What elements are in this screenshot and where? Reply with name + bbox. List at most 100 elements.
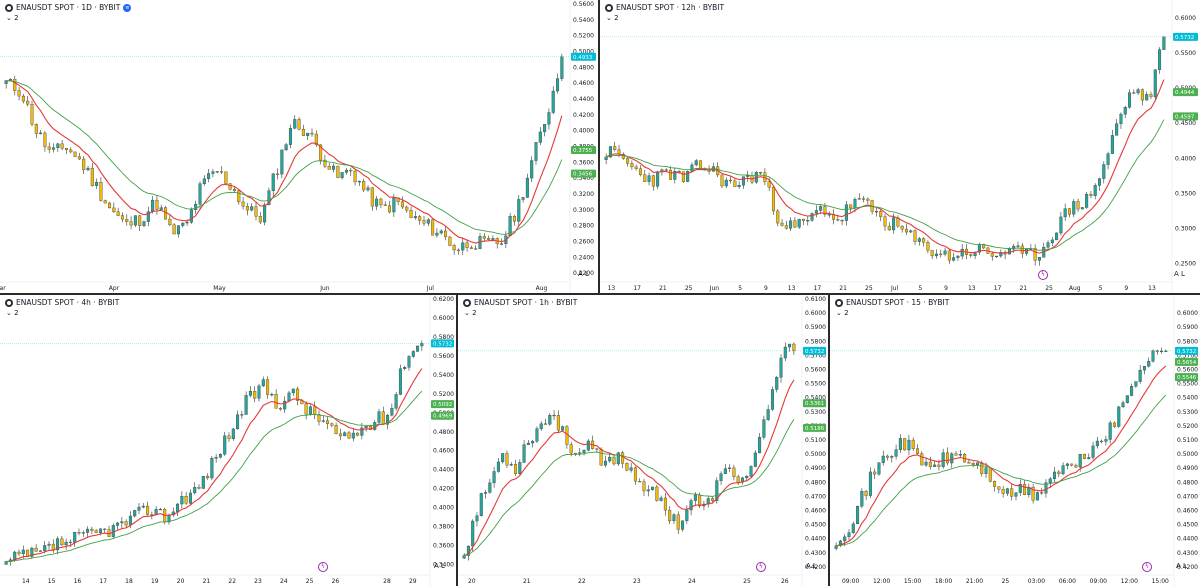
- candle-body: [237, 190, 241, 203]
- candle-body: [351, 432, 355, 439]
- candle-body: [715, 480, 719, 501]
- candle-body: [862, 198, 866, 200]
- candle-body: [638, 481, 642, 483]
- price-tick-label: 0.5200: [1177, 423, 1198, 430]
- indicator-count[interactable]: ⌄ 2: [464, 309, 477, 317]
- price-tick-label: 0.4700: [1177, 493, 1198, 500]
- candle-body: [64, 541, 68, 546]
- indicator-count[interactable]: ⌄ 2: [6, 309, 19, 317]
- candle-body: [356, 432, 360, 436]
- candle-body: [197, 486, 201, 489]
- candle-body: [103, 528, 107, 530]
- candle-body: [482, 236, 486, 239]
- auto-scale-button[interactable]: A L: [1174, 270, 1185, 278]
- price-tick-label: 0.3200: [573, 191, 594, 198]
- candlestick-chart[interactable]: 0.60000.55000.50000.45000.40000.35000.30…: [600, 0, 1200, 293]
- candle-body: [1040, 492, 1044, 494]
- candle-body: [509, 464, 513, 466]
- candle-body: [56, 143, 60, 148]
- panel-title[interactable]: ENAUSDT SPOT · 1D · BYBIT ≡: [5, 3, 132, 12]
- auto-scale-button[interactable]: A L: [806, 562, 817, 570]
- flash-icon[interactable]: ϟ: [756, 562, 766, 572]
- price-tag: [1175, 357, 1198, 366]
- candle-body: [26, 549, 30, 557]
- auto-scale-button[interactable]: A L: [434, 562, 445, 570]
- candle-body: [398, 368, 402, 395]
- candle-body: [1033, 248, 1037, 261]
- candlestick-chart[interactable]: 0.6000 0.5900 0.5800 0.5700 0.5600 0.5500 0.54…: [830, 295, 1200, 586]
- time-tick-label: Aug: [1069, 285, 1081, 292]
- symbol-logo-icon: [463, 298, 471, 307]
- candle-body: [1012, 245, 1016, 250]
- chart-panel-15m[interactable]: ENAUSDT SPOT · 15 · BYBIT ⌄ 2 0.6000 0.59…: [830, 295, 1200, 586]
- candle-body: [924, 461, 928, 466]
- candle-body: [686, 171, 690, 182]
- panel-divider-vertical-bottom-1[interactable]: [456, 295, 458, 586]
- time-tick-label: 15:00: [904, 578, 921, 585]
- candle-body: [176, 503, 180, 513]
- candle-body: [939, 253, 943, 255]
- info-badge-icon[interactable]: ≡: [123, 3, 132, 12]
- flash-icon[interactable]: ϟ: [1142, 562, 1152, 572]
- candle-body: [1136, 89, 1140, 94]
- panel-title[interactable]: ENAUSDT SPOT · 4h · BYBIT: [5, 298, 119, 307]
- candle-body: [1130, 386, 1134, 396]
- time-tick-label: 24: [280, 578, 288, 585]
- flash-icon[interactable]: ϟ: [318, 562, 328, 572]
- candle-body: [1014, 492, 1018, 497]
- candle-body: [1078, 453, 1082, 468]
- time-tick-label: 09:00: [1090, 578, 1107, 585]
- auto-scale-button[interactable]: A L: [1176, 562, 1187, 570]
- time-tick-label: 21: [659, 285, 667, 292]
- price-tick-label: 0.4600: [1177, 508, 1198, 515]
- candle-body: [664, 169, 668, 171]
- candle-body: [394, 394, 398, 409]
- indicator-count-value: 2: [614, 14, 619, 22]
- candlestick-chart[interactable]: 0.5600 0.5400 0.5200 0.5000 0.4800 0.4600 0.44…: [0, 0, 598, 293]
- candlestick-chart[interactable]: 0.6200 0.6000 0.5800 0.5600 0.5400 0.5200 0.50…: [0, 295, 456, 586]
- candle-body: [801, 218, 805, 221]
- indicator-count[interactable]: ⌄ 2: [836, 309, 849, 317]
- candle-body: [982, 244, 986, 249]
- price-axis: [1172, 0, 1200, 293]
- panel-title[interactable]: ENAUSDT SPOT · 12h · BYBIT: [605, 3, 724, 12]
- candle-body: [676, 514, 680, 530]
- candle-body: [823, 206, 827, 215]
- chart-panel-1d[interactable]: ENAUSDT SPOT · 1D · BYBIT ≡ ⌄ 2 0.5600 0.5…: [0, 0, 598, 293]
- indicator-count[interactable]: ⌄ 2: [6, 14, 19, 22]
- candle-body: [1037, 257, 1041, 261]
- candle-body: [526, 442, 530, 445]
- chart-panel-1h[interactable]: ENAUSDT SPOT · 1h · BYBIT ⌄ 2 0.6100 0.60…: [458, 295, 828, 586]
- time-tick-label: 18:00: [935, 578, 952, 585]
- auto-scale-button[interactable]: A L: [578, 270, 589, 278]
- time-tick-label: 25: [306, 578, 314, 585]
- price-tick-label: 0.3400: [573, 175, 594, 182]
- candle-body: [360, 427, 364, 436]
- candle-body: [138, 215, 142, 226]
- chart-panel-4h[interactable]: ENAUSDT SPOT · 4h · BYBIT ⌄ 2 0.6200 0.60…: [0, 295, 456, 586]
- candle-body: [141, 505, 145, 508]
- panel-title[interactable]: ENAUSDT SPOT · 1h · BYBIT: [463, 298, 577, 307]
- candle-body: [1097, 178, 1102, 186]
- candle-body: [582, 449, 586, 453]
- candle-body: [4, 80, 8, 84]
- candlestick-chart[interactable]: 0.6100 0.6000 0.5900 0.5800 0.5700 0.5600 0.55…: [458, 295, 828, 586]
- price-tick-label: 0.5100: [805, 437, 826, 444]
- panel-divider-horizontal[interactable]: [0, 293, 1200, 295]
- panel-divider-vertical-bottom-2[interactable]: [828, 295, 830, 586]
- flash-icon[interactable]: ϟ: [1038, 270, 1048, 280]
- candle-body: [330, 423, 334, 426]
- chart-panel-12h[interactable]: ENAUSDT SPOT · 12h · BYBIT ⌄ 2 0.6000 0.5…: [600, 0, 1200, 293]
- indicator-count[interactable]: ⌄ 2: [606, 14, 619, 22]
- time-tick-label: 21: [839, 285, 847, 292]
- candle-body: [753, 452, 757, 467]
- candle-body: [1095, 440, 1099, 447]
- candle-body: [599, 449, 603, 466]
- panel-divider-vertical-top[interactable]: [598, 0, 600, 293]
- candle-body: [892, 217, 896, 231]
- candle-body: [500, 243, 504, 245]
- panel-title[interactable]: ENAUSDT SPOT · 15 · BYBIT: [835, 298, 949, 307]
- symbol-logo-icon: [605, 3, 613, 12]
- price-tick-label: 0.5700: [1177, 352, 1198, 359]
- candle-body: [228, 183, 232, 190]
